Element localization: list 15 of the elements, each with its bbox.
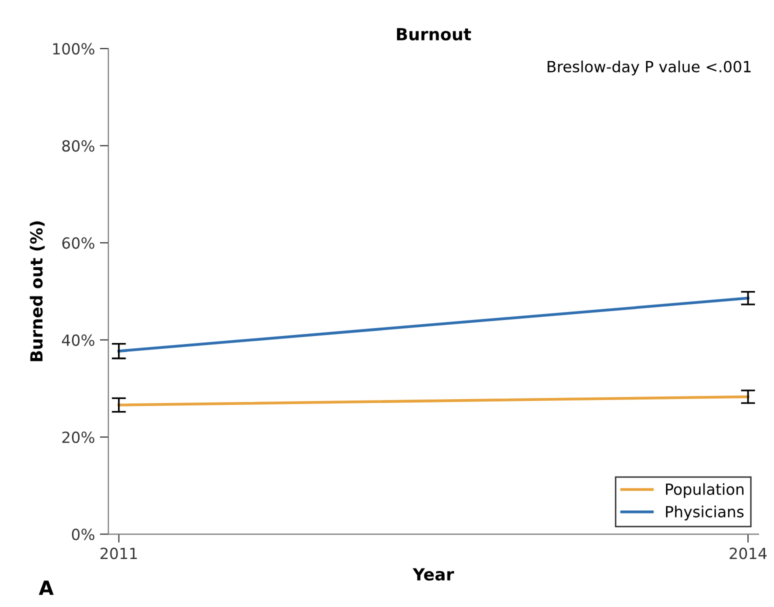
legend-label: Physicians <box>666 506 744 520</box>
y-tick-label: 60% <box>62 237 94 249</box>
x-tick-label: 2014 <box>730 548 767 560</box>
y-tick-label: 20% <box>62 432 94 444</box>
annotation: Breslow-day P value <.001 <box>548 60 751 76</box>
y-tick-label: 0% <box>72 528 94 540</box>
legend-label: Population <box>666 483 744 498</box>
text: A <box>38 580 54 595</box>
y-tick-label: 80% <box>62 140 94 152</box>
y-tick-label: 100% <box>53 43 94 55</box>
y-axis-title: Burned out (%) <box>30 221 45 362</box>
y-tick-label: 40% <box>62 334 94 346</box>
chart-title: Burnout <box>397 28 472 40</box>
x-tick-label: 2011 <box>100 548 137 560</box>
x-axis-title: Year <box>412 568 454 581</box>
